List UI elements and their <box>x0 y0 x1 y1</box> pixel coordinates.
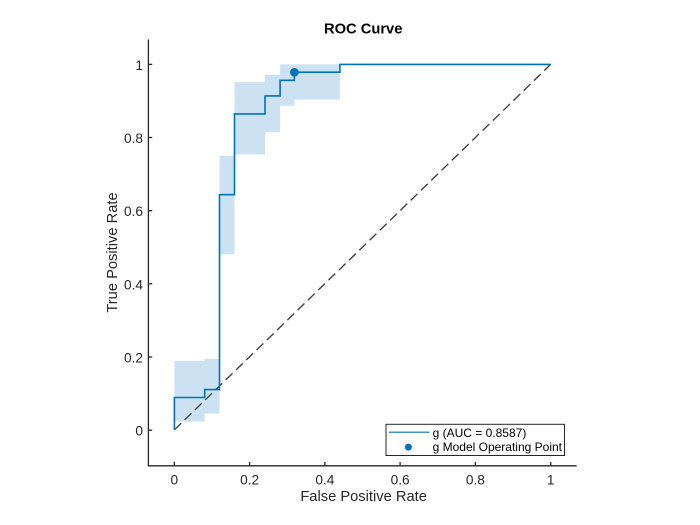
svg-text:0.6: 0.6 <box>124 204 143 219</box>
svg-text:g (AUC = 0.8587): g (AUC = 0.8587) <box>433 426 527 440</box>
svg-text:1: 1 <box>547 472 555 487</box>
svg-text:False Positive Rate: False Positive Rate <box>300 489 427 505</box>
svg-text:0.8: 0.8 <box>466 472 485 487</box>
svg-text:0: 0 <box>135 424 143 439</box>
svg-text:0: 0 <box>170 472 178 487</box>
svg-text:0.2: 0.2 <box>124 351 143 366</box>
svg-text:0.4: 0.4 <box>315 472 334 487</box>
svg-text:0.6: 0.6 <box>391 472 410 487</box>
svg-text:True Positive Rate: True Positive Rate <box>105 192 121 312</box>
svg-text:0.8: 0.8 <box>124 131 143 146</box>
svg-text:0.4: 0.4 <box>124 277 143 292</box>
svg-text:g Model Operating Point: g Model Operating Point <box>433 440 563 454</box>
svg-text:1: 1 <box>135 58 143 73</box>
svg-text:ROC Curve: ROC Curve <box>324 21 402 37</box>
svg-text:0.2: 0.2 <box>240 472 259 487</box>
